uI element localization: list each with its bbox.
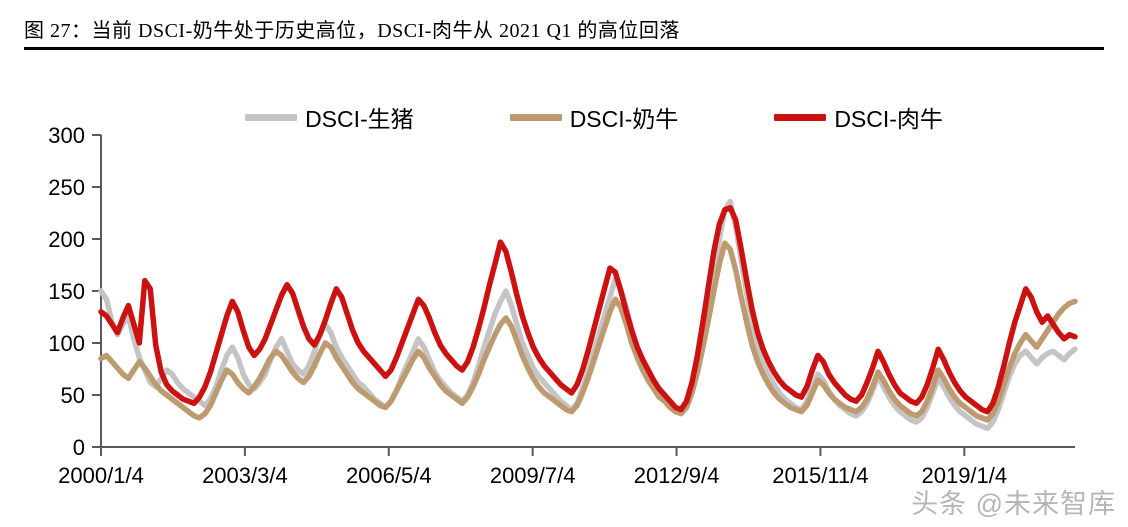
y-axis-tick-label: 150 bbox=[48, 279, 85, 304]
legend-item-pig[interactable]: DSCI-生猪 bbox=[245, 100, 414, 134]
series-line-DSCI-肉牛 bbox=[98, 205, 1078, 415]
watermark: 头条 @未来智库 bbox=[911, 489, 1116, 519]
x-axis-tick-label: 2019/1/4 bbox=[921, 463, 1007, 488]
legend-swatch-dairy-cow bbox=[509, 113, 562, 121]
line-chart-plot: 0 50 100 150 200 250 300 2000/1/4 2003/3/4 2006/… bbox=[48, 123, 1078, 488]
legend-item-dairy-cow[interactable]: DSCI-奶牛 bbox=[509, 100, 679, 134]
legend-label-pig: DSCI-生猪 bbox=[305, 106, 414, 132]
y-axis-tick-label: 250 bbox=[48, 175, 85, 200]
y-axis-tick-label: 0 bbox=[73, 435, 85, 460]
legend-label-beef-cattle: DSCI-肉牛 bbox=[834, 106, 943, 132]
x-axis: 2000/1/4 2003/3/4 2006/5/4 2009/7/4 2012/9/4… bbox=[58, 446, 1075, 488]
legend-item-beef-cattle[interactable]: DSCI-肉牛 bbox=[774, 100, 943, 134]
chart-legend: DSCI-生猪 DSCI-奶牛 DSCI-肉牛 bbox=[0, 100, 1128, 134]
x-axis-tick-label: 2009/7/4 bbox=[490, 463, 576, 488]
y-axis-tick-label: 100 bbox=[48, 331, 85, 356]
series-line-DSCI-奶牛 bbox=[98, 240, 1078, 423]
y-axis-tick-label: 50 bbox=[61, 383, 85, 408]
x-axis-tick-label: 2003/3/4 bbox=[202, 463, 288, 488]
legend-swatch-beef-cattle bbox=[774, 113, 827, 121]
y-axis-tick-label: 300 bbox=[48, 123, 85, 148]
x-axis-tick-label: 2006/5/4 bbox=[346, 463, 432, 488]
y-axis: 0 50 100 150 200 250 300 bbox=[48, 123, 102, 460]
legend-swatch-pig bbox=[245, 113, 298, 121]
x-axis-tick-label: 2015/11/4 bbox=[772, 463, 868, 488]
x-axis-tick-label: 2000/1/4 bbox=[58, 463, 144, 488]
page-title: 图 27：当前 DSCI-奶牛处于历史高位，DSCI-肉牛从 2021 Q1 的… bbox=[24, 20, 680, 42]
x-axis-tick-label: 2012/9/4 bbox=[634, 463, 720, 488]
legend-label-dairy-cow: DSCI-奶牛 bbox=[569, 106, 679, 132]
title-divider bbox=[24, 47, 1104, 50]
series-lines bbox=[98, 198, 1078, 432]
y-axis-tick-label: 200 bbox=[48, 227, 85, 252]
chart-container: DSCI-生猪 DSCI-奶牛 DSCI-肉牛 0 50 100 150 200 250 3… bbox=[0, 52, 1128, 527]
